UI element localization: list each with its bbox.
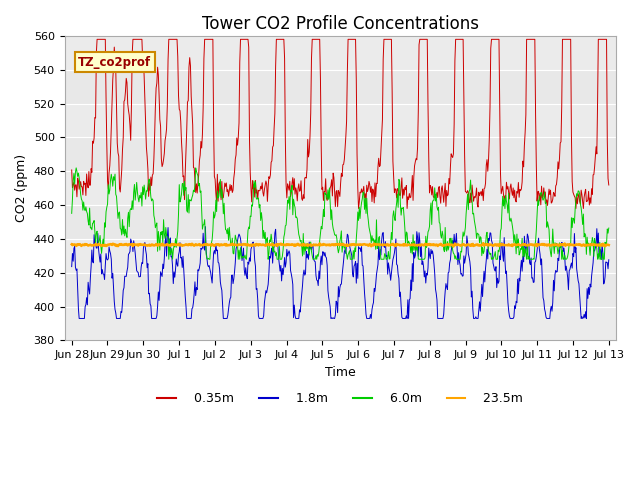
Bar <box>65 104 616 137</box>
Legend:   0.35m,   1.8m,   6.0m,   23.5m: 0.35m, 1.8m, 6.0m, 23.5m <box>152 387 528 410</box>
Text: TZ_co2prof: TZ_co2prof <box>78 56 152 69</box>
Bar <box>65 307 616 340</box>
Bar <box>65 171 616 205</box>
Y-axis label: CO2 (ppm): CO2 (ppm) <box>15 154 28 222</box>
Title: Tower CO2 Profile Concentrations: Tower CO2 Profile Concentrations <box>202 15 479 33</box>
X-axis label: Time: Time <box>325 366 356 379</box>
Bar <box>65 36 616 70</box>
Bar <box>65 239 616 273</box>
